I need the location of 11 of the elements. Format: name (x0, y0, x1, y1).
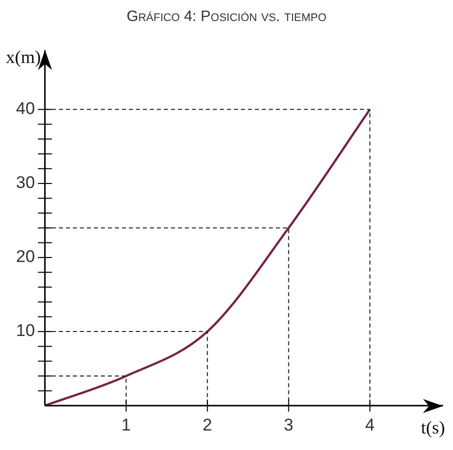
y-axis-title: x(m) (6, 46, 41, 67)
x-tick-label: 2 (202, 415, 212, 434)
y-tick-label: 20 (16, 247, 35, 266)
chart-title: Gráfico 4: Posición vs. tiempo (126, 8, 328, 25)
x-axis-title: t(s) (421, 417, 445, 438)
y-tick-label: 10 (16, 321, 35, 340)
x-tick-label: 1 (121, 415, 131, 434)
x-tick-label: 3 (284, 415, 294, 434)
y-tick-label: 40 (16, 99, 35, 118)
y-tick-label: 30 (16, 173, 35, 192)
x-tick-label: 4 (365, 415, 375, 434)
